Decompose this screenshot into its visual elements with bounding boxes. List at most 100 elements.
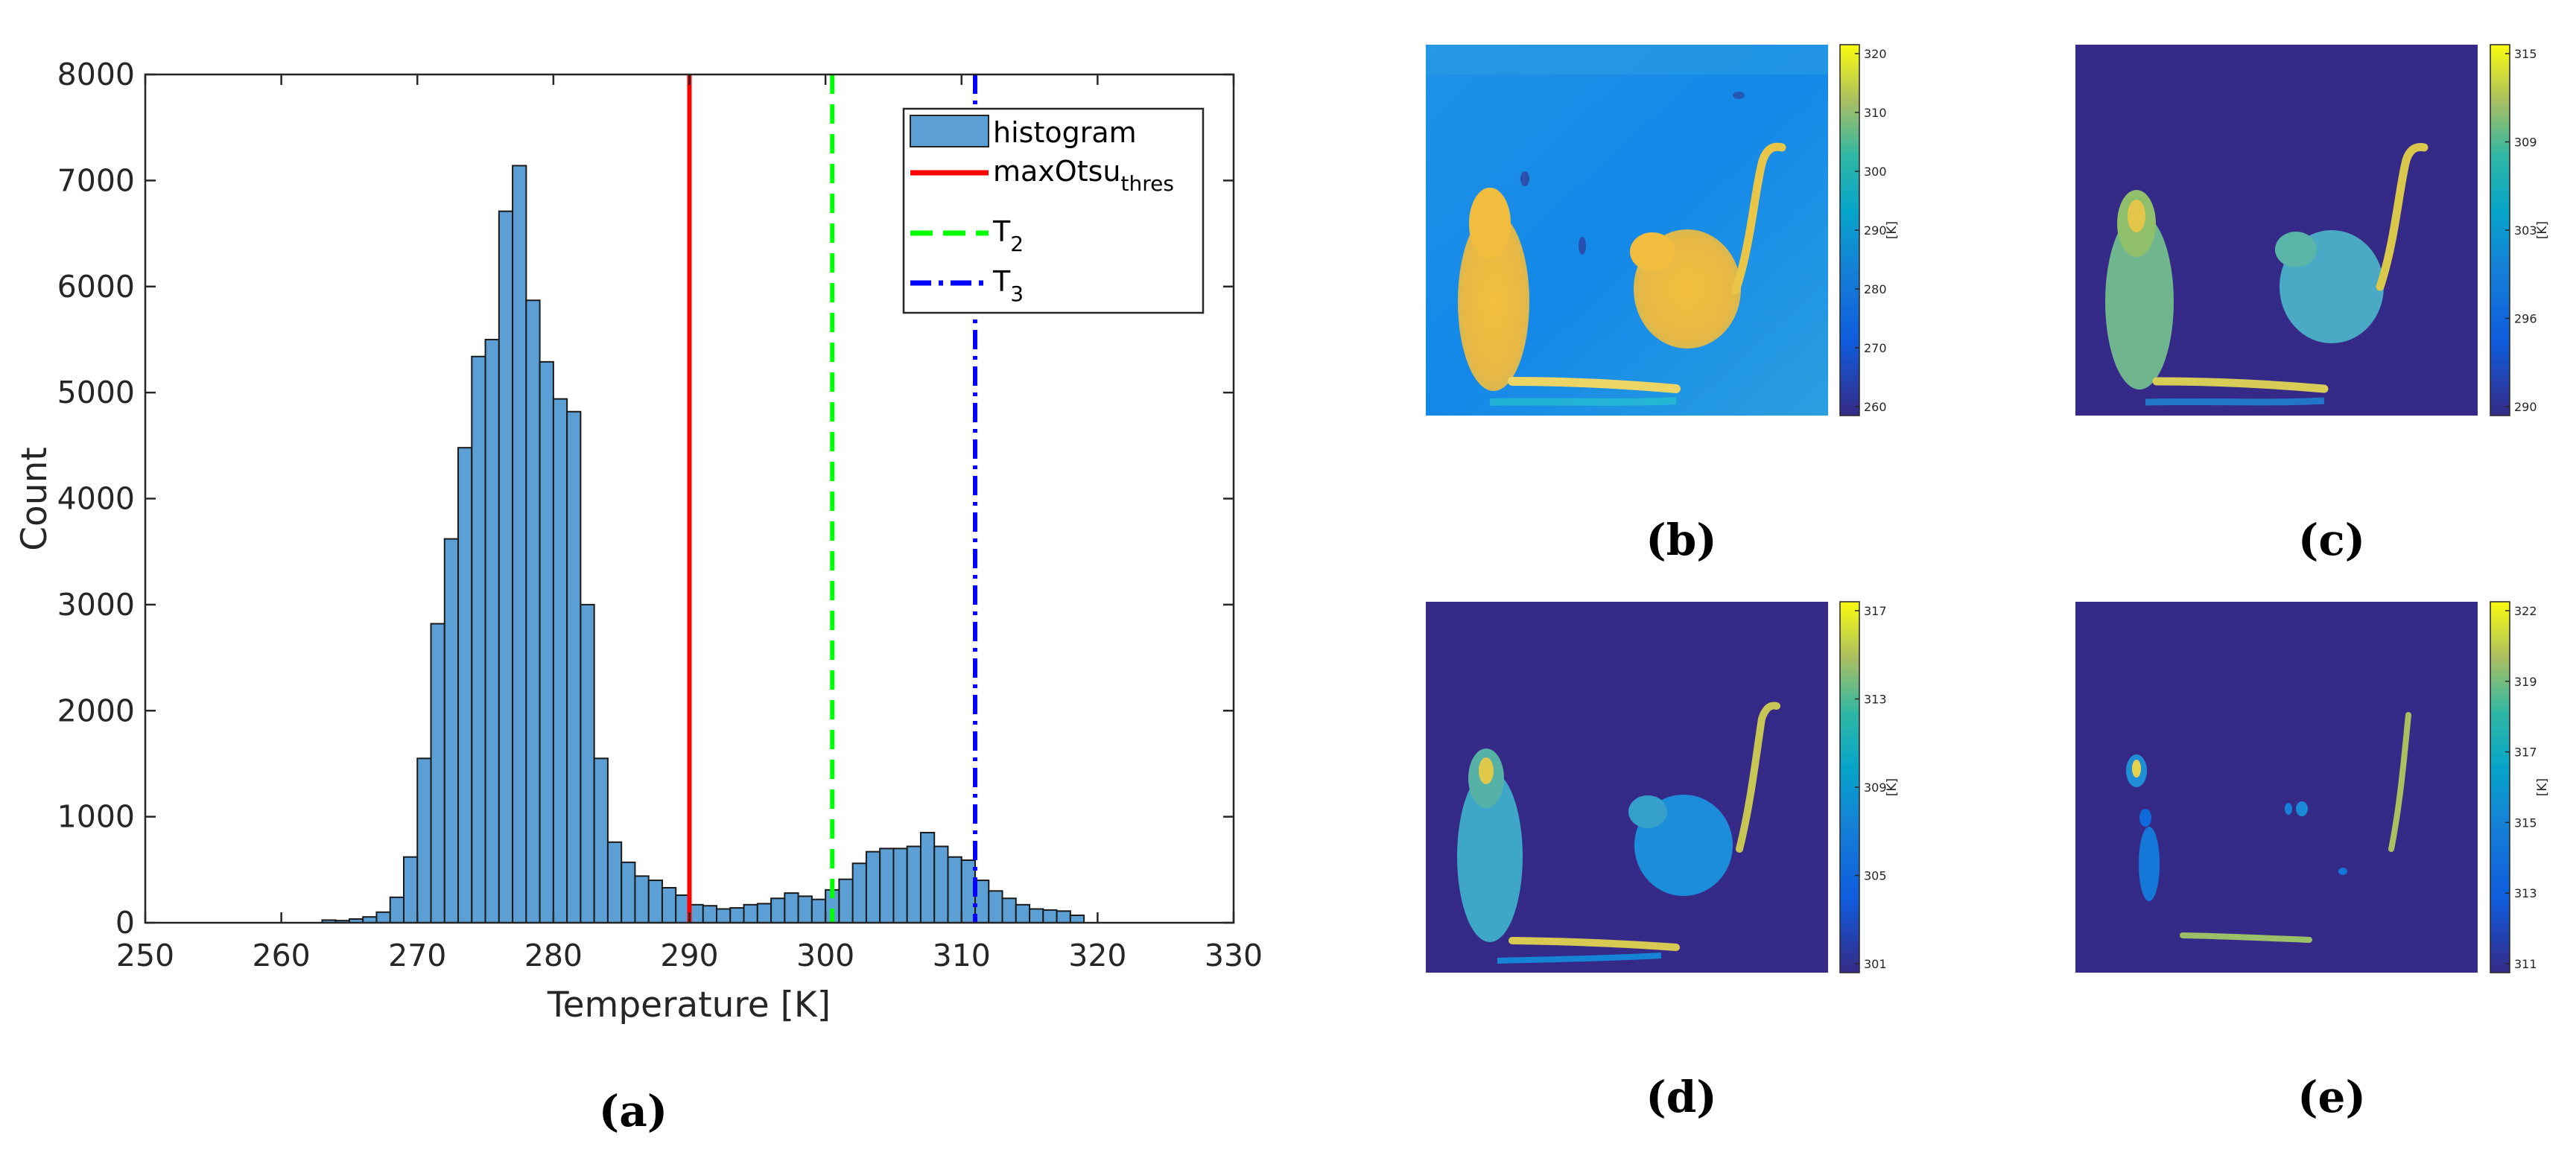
y-axis-ticks: 0 1000 2000 3000 4000 5000 6000 7000 8000 xyxy=(57,57,1234,941)
histogram-bar xyxy=(879,848,895,924)
colorbar-tick-label: 315 xyxy=(2514,47,2537,61)
colorbar-tick-label: 296 xyxy=(2514,312,2537,326)
y-tick-label: 0 xyxy=(115,905,135,941)
histogram-bar xyxy=(457,447,473,923)
histogram-bar xyxy=(430,623,445,923)
x-tick-label: 300 xyxy=(796,938,854,973)
x-tick-label: 270 xyxy=(388,938,446,973)
histogram-bar xyxy=(919,831,936,923)
histogram-bars xyxy=(321,165,1085,924)
spot xyxy=(1520,171,1529,186)
thermal-panel-b: 320 310 300 290 280 270 260 [K] (b) xyxy=(1426,44,1900,565)
histogram-bar xyxy=(580,603,595,923)
reflection xyxy=(1489,397,1677,406)
histogram-bar xyxy=(621,861,636,923)
legend-histogram-label: histogram xyxy=(993,116,1137,149)
histogram-bar xyxy=(851,862,867,924)
histogram-bar xyxy=(498,210,514,923)
tail-right xyxy=(1736,702,1780,853)
colorbar-tick-label: 313 xyxy=(1864,693,1887,707)
histogram-bar xyxy=(1001,897,1017,924)
histogram-bar xyxy=(416,757,432,923)
x-tick-label: 330 xyxy=(1205,938,1263,973)
histogram-bar xyxy=(552,398,568,923)
colorbar-tick-label: 290 xyxy=(2514,400,2537,414)
thermal-image-e xyxy=(2075,602,2478,973)
histogram-bar xyxy=(716,908,732,923)
colorbar-ticks-c: 315 309 303 296 290 xyxy=(2505,47,2537,414)
hot-spot-ear-right xyxy=(2285,803,2292,815)
colorbar-unit-b: [K] xyxy=(1885,221,1900,239)
histogram-panel: 250 260 270 280 290 300 310 320 330 0 1000 2000 300… xyxy=(14,57,1263,1136)
mouse-head-right xyxy=(1630,232,1675,271)
hot-spot-body-left xyxy=(2139,827,2160,901)
histogram-bar xyxy=(402,856,419,924)
colorbar-ticks-e: 322 319 317 315 313 311 xyxy=(2505,604,2537,971)
histogram-bar xyxy=(906,845,921,923)
mouse-head-spot xyxy=(1479,757,1494,784)
histogram-bar xyxy=(389,896,405,923)
panel-label-e: (e) xyxy=(2297,1072,2366,1122)
colorbar-tick-label: 305 xyxy=(1864,869,1887,883)
histogram-bar xyxy=(1056,910,1071,923)
colorbar-tick-label: 319 xyxy=(2514,675,2537,689)
colorbar-tick-label: 270 xyxy=(1864,341,1887,355)
mouse-body-left xyxy=(1458,212,1529,391)
y-tick-label: 7000 xyxy=(57,162,135,198)
histogram-bar xyxy=(1042,909,1058,924)
x-tick-label: 260 xyxy=(252,938,310,973)
tail-left xyxy=(1509,937,1680,951)
x-tick-label: 280 xyxy=(524,938,583,973)
colorbar-unit-c: [K] xyxy=(2535,221,2550,239)
legend-t2-label: T2 xyxy=(992,215,1024,256)
x-tick-label: 320 xyxy=(1068,938,1126,973)
histogram-bar xyxy=(1015,903,1031,924)
histogram-bar xyxy=(988,890,1003,923)
histogram-bar xyxy=(838,878,854,923)
histogram-bar xyxy=(865,851,881,924)
colorbar-ticks-d: 317 313 309 305 301 xyxy=(1855,604,1887,971)
y-tick-label: 6000 xyxy=(57,269,135,305)
y-axis-label: Count xyxy=(14,447,55,551)
x-axis-ticks: 250 260 270 280 290 300 310 320 330 xyxy=(116,74,1263,973)
colorbar-tick-label: 301 xyxy=(1864,957,1887,971)
histogram-bar xyxy=(525,299,541,924)
threshold-lines xyxy=(687,74,978,923)
mouse-body-left xyxy=(1457,771,1523,942)
histogram-bar xyxy=(1029,908,1044,923)
legend-t3-label: T3 xyxy=(992,265,1024,306)
colorbar-tick-label: 300 xyxy=(1864,165,1887,179)
colorbar-tick-label: 320 xyxy=(1864,47,1887,61)
histogram-bar xyxy=(634,875,650,923)
y-tick-label: 4000 xyxy=(57,481,135,517)
colorbar-tick-label: 310 xyxy=(1864,106,1887,120)
thermal-panel-c: 315 309 303 296 290 [K] (c) xyxy=(2075,44,2550,565)
histogram-bar xyxy=(647,880,663,924)
noise-streak xyxy=(1426,45,1828,74)
y-tick-label: 8000 xyxy=(57,57,135,92)
histogram-bar xyxy=(702,905,718,923)
histogram-bar xyxy=(797,895,813,923)
spot xyxy=(1579,237,1586,255)
colorbar-tick-label: 311 xyxy=(2514,957,2537,971)
legend-histogram-swatch xyxy=(910,115,989,147)
histogram-bar xyxy=(947,856,962,924)
colorbar-tick-label: 317 xyxy=(1864,604,1887,618)
panel-label-b: (b) xyxy=(1646,515,1716,565)
histogram-bar xyxy=(606,841,623,924)
colorbar-tick-label: 313 xyxy=(2514,886,2537,900)
tail-left xyxy=(2152,377,2329,393)
colorbar-tick-label: 290 xyxy=(1864,223,1887,238)
colorbar-ticks-b: 320 310 300 290 280 270 260 xyxy=(1855,47,1887,414)
colorbar-tick-label: 260 xyxy=(1864,400,1887,414)
reflection xyxy=(1497,953,1662,964)
colorbar-unit-e: [K] xyxy=(2535,778,2550,796)
mouse-head-right xyxy=(2275,232,2317,267)
colorbar-e xyxy=(2490,601,2510,973)
histogram-bar xyxy=(593,757,609,923)
colorbar-tick-label: 303 xyxy=(2514,223,2537,238)
x-tick-label: 290 xyxy=(660,938,718,973)
y-tick-label: 2000 xyxy=(57,693,135,728)
x-axis-label: Temperature [K] xyxy=(547,985,831,1026)
